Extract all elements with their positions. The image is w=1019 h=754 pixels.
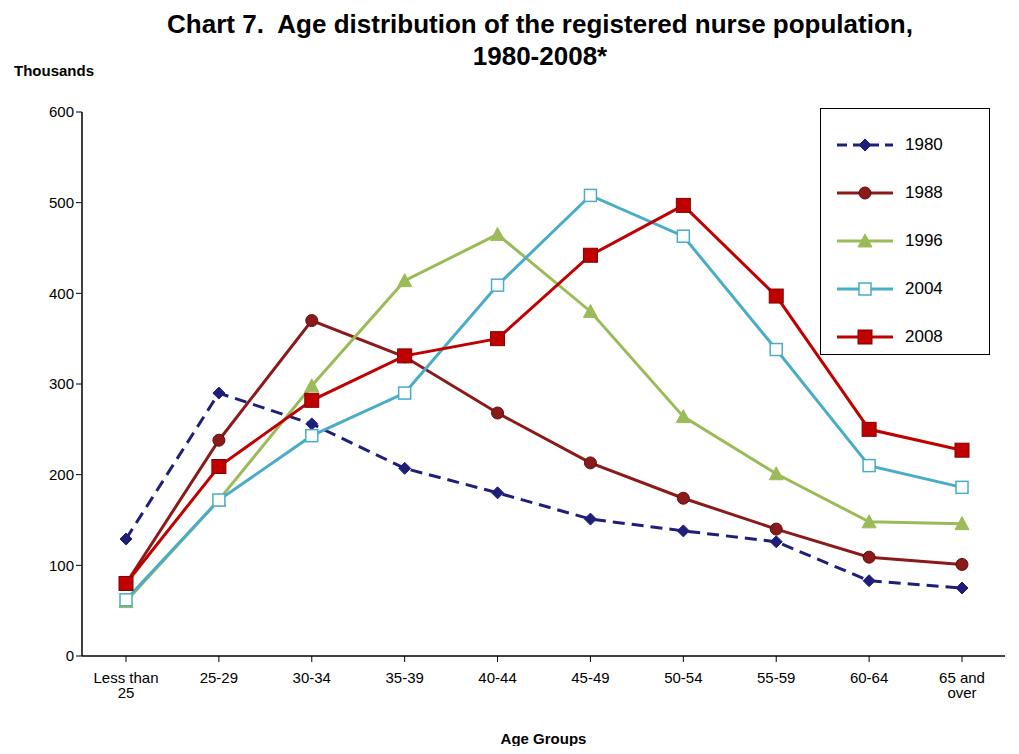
svg-text:Less than25: Less than25 xyxy=(93,669,158,701)
html-text:Chart 7. Age distribution of t: Chart 7. Age distribution of the registe… xyxy=(167,9,921,71)
svg-text:50-54: 50-54 xyxy=(664,669,702,686)
html-text:2004: 2004 xyxy=(905,279,943,298)
html-text:1996: 1996 xyxy=(905,231,943,250)
svg-text:65 andover: 65 andover xyxy=(939,669,985,701)
html-text:1980: 1980 xyxy=(905,135,943,154)
svg-text:45-49: 45-49 xyxy=(571,669,609,686)
svg-text:500: 500 xyxy=(49,194,74,211)
svg-text:Age Groups: Age Groups xyxy=(501,730,587,746)
svg-text:400: 400 xyxy=(49,285,74,302)
svg-text:0: 0 xyxy=(66,647,74,664)
svg-text:25-29: 25-29 xyxy=(200,669,238,686)
svg-text:40-44: 40-44 xyxy=(478,669,516,686)
svg-text:30-34: 30-34 xyxy=(293,669,331,686)
svg-text:100: 100 xyxy=(49,557,74,574)
svg-text:300: 300 xyxy=(49,375,74,392)
html-text:2008: 2008 xyxy=(905,327,943,346)
html-text:1988: 1988 xyxy=(905,183,943,202)
svg-text:200: 200 xyxy=(49,466,74,483)
html-text:Thousands: Thousands xyxy=(14,62,94,79)
svg-text:60-64: 60-64 xyxy=(850,669,888,686)
svg-text:55-59: 55-59 xyxy=(757,669,795,686)
svg-text:600: 600 xyxy=(49,103,74,120)
svg-text:35-39: 35-39 xyxy=(385,669,423,686)
